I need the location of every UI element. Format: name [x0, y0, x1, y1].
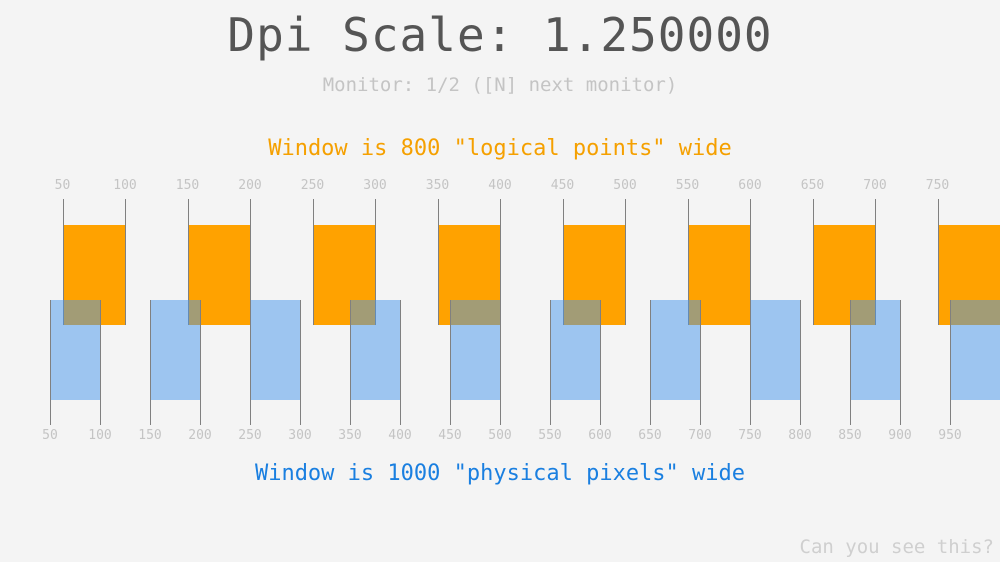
physical-tick-label: 150	[138, 428, 162, 443]
logical-tick-line	[687, 199, 689, 325]
monitor-info: Monitor: 1/2 ([N] next monitor)	[322, 74, 678, 96]
logical-tick-label: 600	[738, 178, 762, 193]
logical-tick-label: 750	[925, 178, 950, 193]
physical-tick-label: 250	[238, 428, 262, 443]
physical-tick-line	[800, 300, 801, 425]
logical-tick-label: 100	[113, 178, 137, 193]
physical-tick-line	[900, 300, 901, 425]
physical-rect	[650, 300, 700, 400]
physical-tick-line	[50, 300, 51, 425]
physical-rect	[750, 300, 800, 400]
logical-tick-line	[312, 199, 314, 325]
logical-tick-label: 550	[675, 178, 700, 193]
physical-tick-label: 800	[788, 428, 812, 443]
physical-tick-label: 750	[738, 428, 762, 443]
logical-tick-label: 300	[363, 178, 387, 193]
physical-tick-label: 650	[638, 428, 662, 443]
physical-tick-line	[150, 300, 151, 425]
logical-tick-line	[437, 199, 439, 325]
physical-tick-label: 500	[488, 428, 512, 443]
physical-tick-line	[700, 300, 701, 425]
logical-tick-line	[187, 199, 189, 325]
physical-tick-label: 700	[688, 428, 712, 443]
physical-tick-label: 300	[288, 428, 312, 443]
physical-tick-label: 350	[338, 428, 362, 443]
logical-tick-label: 50	[54, 178, 71, 193]
logical-tick-line	[62, 199, 64, 325]
logical-tick-line	[812, 199, 814, 325]
logical-tick-line	[875, 199, 876, 325]
logical-tick-label: 700	[863, 178, 887, 193]
footer-text: Can you see this?	[799, 536, 994, 558]
logical-tick-label: 350	[425, 178, 450, 193]
physical-tick-line	[750, 300, 751, 425]
physical-tick-label: 100	[88, 428, 112, 443]
physical-tick-line	[450, 300, 451, 425]
logical-tick-label: 200	[238, 178, 262, 193]
physical-tick-line	[250, 300, 251, 425]
physical-tick-label: 950	[938, 428, 962, 443]
physical-rect	[850, 300, 900, 400]
physical-tick-label: 850	[838, 428, 862, 443]
physical-rect	[250, 300, 300, 400]
physical-caption: Window is 1000 "physical pixels" wide	[254, 461, 746, 486]
physical-tick-line	[300, 300, 301, 425]
logical-tick-line	[250, 199, 251, 325]
physical-tick-label: 600	[588, 428, 612, 443]
page-title: Dpi Scale: 1.250000	[227, 8, 773, 62]
logical-tick-label: 250	[300, 178, 325, 193]
logical-tick-line	[500, 199, 501, 325]
logical-tick-line	[375, 199, 376, 325]
logical-tick-label: 450	[550, 178, 575, 193]
logical-tick-label: 150	[175, 178, 200, 193]
logical-tick-line	[562, 199, 564, 325]
physical-tick-line	[600, 300, 601, 425]
physical-tick-label: 450	[438, 428, 462, 443]
physical-tick-line	[950, 300, 951, 425]
physical-rect	[950, 300, 1000, 400]
physical-rect	[450, 300, 500, 400]
physical-rect	[150, 300, 200, 400]
logical-tick-line	[937, 199, 939, 325]
physical-tick-label: 550	[538, 428, 562, 443]
physical-tick-label: 900	[888, 428, 912, 443]
physical-rect	[50, 300, 100, 400]
physical-tick-line	[400, 300, 401, 425]
logical-caption: Window is 800 "logical points" wide	[268, 136, 732, 161]
logical-tick-line	[125, 199, 126, 325]
physical-tick-line	[100, 300, 101, 425]
physical-tick-label: 200	[188, 428, 212, 443]
logical-tick-label: 650	[800, 178, 825, 193]
logical-tick-label: 500	[613, 178, 637, 193]
physical-rect	[350, 300, 400, 400]
physical-tick-line	[200, 300, 201, 425]
logical-tick-line	[750, 199, 751, 325]
logical-tick-label: 400	[488, 178, 512, 193]
logical-tick-line	[625, 199, 626, 325]
physical-tick-line	[850, 300, 851, 425]
physical-rect	[550, 300, 600, 400]
physical-tick-line	[350, 300, 351, 425]
physical-tick-line	[650, 300, 651, 425]
physical-tick-line	[550, 300, 551, 425]
physical-tick-label: 400	[388, 428, 412, 443]
physical-tick-label: 50	[42, 428, 58, 443]
physical-tick-line	[500, 300, 501, 425]
